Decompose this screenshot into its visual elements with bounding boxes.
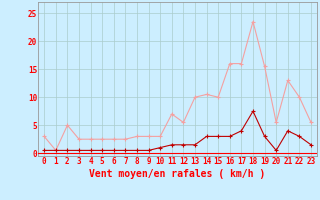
X-axis label: Vent moyen/en rafales ( km/h ): Vent moyen/en rafales ( km/h ) <box>90 169 266 179</box>
